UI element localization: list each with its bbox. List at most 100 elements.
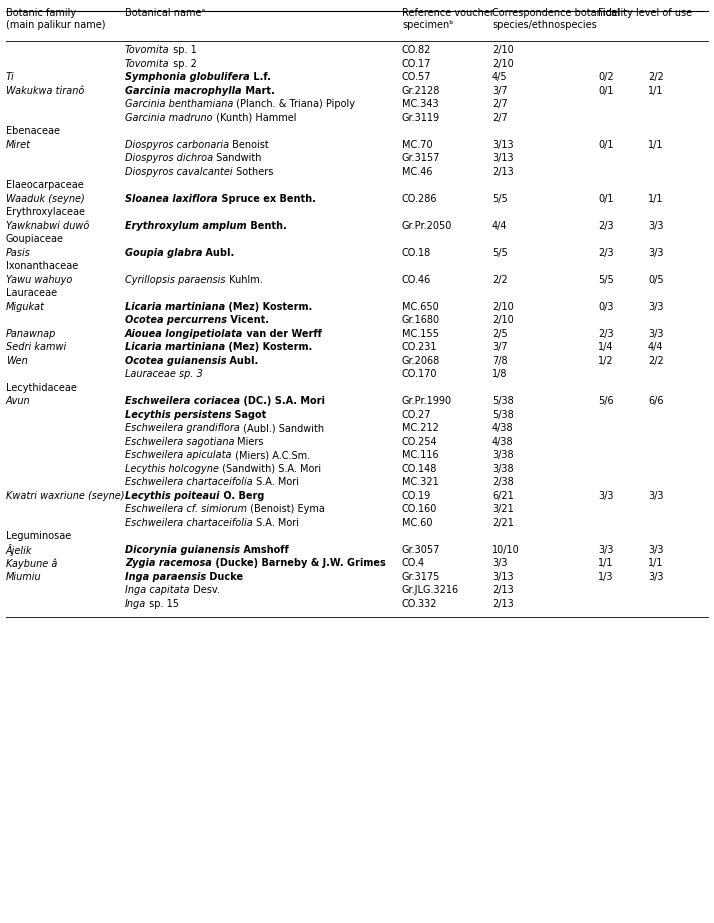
Text: CO.82: CO.82 [402,45,431,55]
Text: Licaria martiniana: Licaria martiniana [125,342,225,353]
Text: Tovomita: Tovomita [125,59,170,69]
Text: CO.160: CO.160 [402,505,438,514]
Text: (Mez) Kosterm.: (Mez) Kosterm. [225,342,313,353]
Text: 2/5: 2/5 [492,329,508,339]
Text: Gr.JLG.3216: Gr.JLG.3216 [402,585,459,595]
Text: van der Werff: van der Werff [243,329,322,339]
Text: 4/38: 4/38 [492,424,513,434]
Text: 1/1: 1/1 [598,558,613,569]
Text: Lecythidaceae: Lecythidaceae [6,383,77,393]
Text: 3/3: 3/3 [648,545,663,555]
Text: 10/10: 10/10 [492,545,520,555]
Text: Eschweilera coriacea: Eschweilera coriacea [125,397,240,406]
Text: 2/2: 2/2 [648,356,664,366]
Text: 1/3: 1/3 [598,572,613,581]
Text: 5/5: 5/5 [598,275,614,285]
Text: 2/21: 2/21 [492,518,514,528]
Text: CO.286: CO.286 [402,194,438,204]
Text: 3/13: 3/13 [492,572,513,581]
Text: Gr.3175: Gr.3175 [402,572,441,581]
Text: MC.155: MC.155 [402,329,439,339]
Text: 3/38: 3/38 [492,464,513,473]
Text: Miers: Miers [234,437,264,447]
Text: Gr.3057: Gr.3057 [402,545,441,555]
Text: Benoist: Benoist [229,140,269,150]
Text: Erythroxylaceae: Erythroxylaceae [6,208,85,218]
Text: 2/7: 2/7 [492,100,508,110]
Text: Pasis: Pasis [6,248,31,258]
Text: Amshoff: Amshoff [240,545,288,555]
Text: Panawnap: Panawnap [6,329,56,339]
Text: Symphonia globulifera: Symphonia globulifera [125,72,250,82]
Text: 3/3: 3/3 [492,558,508,569]
Text: Kuhlm.: Kuhlm. [226,275,262,285]
Text: Avun: Avun [6,397,31,406]
Text: S.A. Mori: S.A. Mori [253,518,298,528]
Text: Sothers: Sothers [233,167,273,177]
Text: 2/2: 2/2 [492,275,508,285]
Text: Gr.2068: Gr.2068 [402,356,441,366]
Text: 0/1: 0/1 [598,86,613,96]
Text: Diospyros carbonaria: Diospyros carbonaria [125,140,229,150]
Text: Miumiu: Miumiu [6,572,41,581]
Text: 2/10: 2/10 [492,59,514,69]
Text: 3/7: 3/7 [492,342,508,353]
Text: Ixonanthaceae: Ixonanthaceae [6,261,79,271]
Text: 1/1: 1/1 [648,140,663,150]
Text: 4/4: 4/4 [648,342,663,353]
Text: Leguminosae: Leguminosae [6,532,71,542]
Text: 3/3: 3/3 [598,491,613,501]
Text: CO.254: CO.254 [402,437,438,447]
Text: Yawu wahuyo: Yawu wahuyo [6,275,72,285]
Text: Fidelity level of use: Fidelity level of use [598,8,692,18]
Text: Inga: Inga [125,599,146,609]
Text: MC.46: MC.46 [402,167,433,177]
Text: 2/13: 2/13 [492,585,514,595]
Text: Ti: Ti [6,72,15,82]
Text: 0/2: 0/2 [598,72,613,82]
Text: 1/1: 1/1 [648,194,663,204]
Text: Mart.: Mart. [241,86,274,96]
Text: Kwatri waxriune (seyne): Kwatri waxriune (seyne) [6,491,124,501]
Text: Goupia glabra: Goupia glabra [125,248,203,258]
Text: 3/7: 3/7 [492,86,508,96]
Text: Gr.3119: Gr.3119 [402,113,440,123]
Text: MC.650: MC.650 [402,302,438,312]
Text: Eschweilera grandiflora: Eschweilera grandiflora [125,424,240,434]
Text: 3/13: 3/13 [492,153,513,163]
Text: Âjelik: Âjelik [6,544,33,556]
Text: Lecythis persistens: Lecythis persistens [125,410,231,420]
Text: 1/8: 1/8 [492,369,508,379]
Text: Gr.2128: Gr.2128 [402,86,441,96]
Text: (Sandwith) S.A. Mori: (Sandwith) S.A. Mori [219,464,321,473]
Text: O. Berg: O. Berg [219,491,264,501]
Text: 3/3: 3/3 [648,221,663,231]
Text: CO.148: CO.148 [402,464,438,473]
Text: 2/38: 2/38 [492,477,514,487]
Text: Garcinia macrophylla: Garcinia macrophylla [125,86,241,96]
Text: Migukat: Migukat [6,302,45,312]
Text: 1/2: 1/2 [598,356,613,366]
Text: Aubl.: Aubl. [226,356,258,366]
Text: sp. 2: sp. 2 [170,59,196,69]
Text: (Kunth) Hammel: (Kunth) Hammel [213,113,296,123]
Text: 2/10: 2/10 [492,302,514,312]
Text: Botanic family
(main palikur name): Botanic family (main palikur name) [6,8,106,30]
Text: Inga paraensis: Inga paraensis [125,572,206,581]
Text: Sagot: Sagot [231,410,266,420]
Text: 2/3: 2/3 [598,329,613,339]
Text: CO.19: CO.19 [402,491,431,501]
Text: Eschweilera sagotiana: Eschweilera sagotiana [125,437,234,447]
Text: (Aubl.) Sandwith: (Aubl.) Sandwith [240,424,324,434]
Text: MC.70: MC.70 [402,140,433,150]
Text: 6/21: 6/21 [492,491,514,501]
Text: 4/38: 4/38 [492,437,513,447]
Text: Erythroxylum amplum: Erythroxylum amplum [125,221,246,231]
Text: Sandwith: Sandwith [213,153,261,163]
Text: 0/1: 0/1 [598,140,613,150]
Text: MC.343: MC.343 [402,100,438,110]
Text: Gr.Pr.2050: Gr.Pr.2050 [402,221,453,231]
Text: 2/3: 2/3 [598,221,613,231]
Text: Wakukwa tiranô: Wakukwa tiranô [6,86,84,96]
Text: sp. 15: sp. 15 [146,599,179,609]
